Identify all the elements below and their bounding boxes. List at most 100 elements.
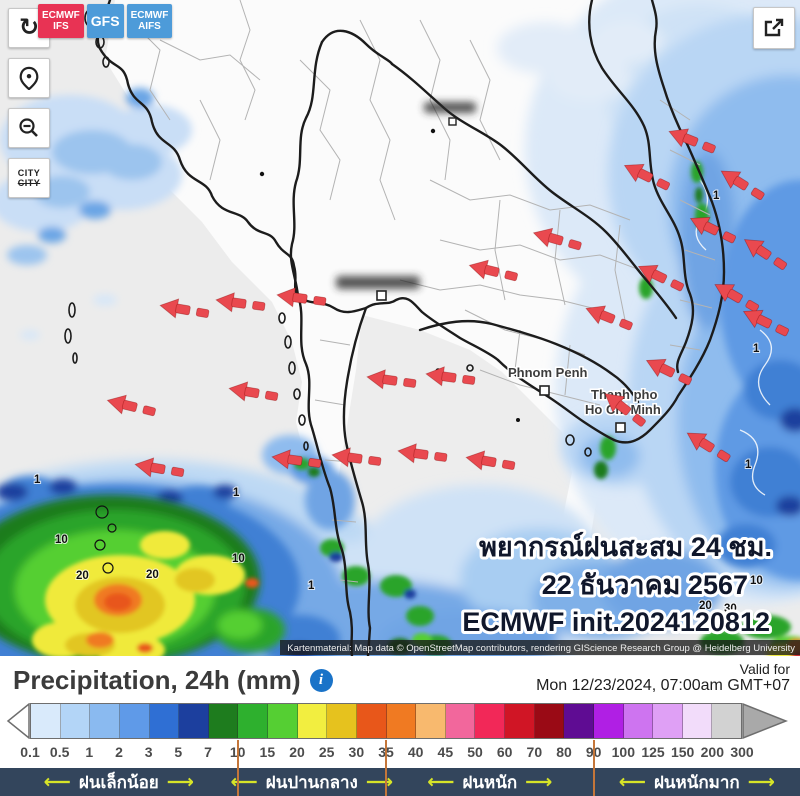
wind-arrow: [686, 432, 731, 463]
left-arrow-icon: ⟵: [230, 771, 258, 793]
scale-value: 5: [174, 744, 183, 760]
rain-category-3: ⟵ ฝนหนัก ⟶: [386, 768, 594, 796]
scale-segment: [653, 704, 683, 738]
city-labels-toggle[interactable]: CITY CITY: [8, 158, 50, 198]
contour-label: 20: [76, 570, 89, 582]
contour-label: 1: [745, 459, 752, 471]
contour-loops: [94, 505, 117, 574]
country-borders: [96, 0, 726, 656]
rain-category-1: ⟵ ฝนเล็กน้อย ⟶: [0, 768, 238, 796]
contour-label: 1: [34, 474, 41, 486]
scale-segments: [30, 703, 742, 739]
weather-map-container: Phnom Penh Thanh pho Ho Chi Minh 1 10 20 20…: [0, 0, 800, 656]
scale-value: 1: [85, 744, 94, 760]
left-arrow-icon: ⟵: [618, 771, 646, 793]
contour-value-labels: 1 10 20 20 1 10 1 1 1 1 10 20 30: [33, 189, 764, 616]
rain-category-label: ฝนปานกลาง: [265, 772, 358, 792]
legend-title-row: Precipitation, 24h (mm) i: [13, 665, 333, 696]
zoom-out-icon: [19, 118, 38, 137]
scale-segment: [623, 704, 654, 738]
scale-segment: [208, 704, 239, 738]
model-selector: ECMWF IFS GFS ECMWF AIFS: [38, 4, 173, 38]
scale-value: 7: [204, 744, 212, 760]
wind-arrow: [425, 366, 476, 387]
contour-label: 1: [233, 487, 240, 499]
scale-segment: [179, 704, 209, 738]
wind-arrow: [645, 358, 693, 386]
category-divider-35: [385, 740, 387, 796]
scale-value: 100: [611, 744, 636, 760]
scale-segment: [327, 704, 357, 738]
valid-for-label: Valid for: [739, 661, 790, 677]
wind-arrow: [106, 394, 156, 417]
annotation-line3: ECMWF init.2024120812: [462, 607, 770, 637]
rain-category-label: ฝนหนัก: [462, 772, 518, 792]
wind-arrow: [714, 284, 760, 313]
scale-segment: [682, 704, 713, 738]
zoom-out-button[interactable]: [8, 108, 50, 148]
scale-segment: [534, 704, 565, 738]
contour-label: 10: [55, 534, 68, 546]
scale-segment: [238, 704, 268, 738]
wind-arrows-layer: [106, 128, 790, 478]
valid-for-datetime: Mon 12/23/2024, 07:00am GMT+07: [536, 677, 790, 694]
model-button-ecmwf-aifs[interactable]: ECMWF AIFS: [126, 4, 173, 38]
wind-arrow: [668, 128, 716, 154]
contour-label: 10: [750, 575, 763, 587]
wind-arrow: [720, 170, 765, 201]
left-arrow-icon: ⟵: [427, 771, 455, 793]
contour-label: 30: [724, 603, 737, 615]
right-arrow-icon: ⟶: [525, 771, 553, 793]
model-button-ecmwf-ifs[interactable]: ECMWF IFS: [38, 4, 84, 38]
rain-category-4: ⟵ ฝนหนักมาก ⟶: [594, 768, 800, 796]
town-dots: [259, 128, 520, 422]
wind-arrow: [366, 369, 417, 390]
wind-arrow: [331, 447, 382, 468]
scale-value: 150: [670, 744, 695, 760]
scale-value: 30: [348, 744, 365, 760]
rain-category-2: ⟵ ฝนปานกลาง ⟶: [231, 768, 394, 796]
wind-arrow: [397, 443, 448, 464]
wind-arrow: [532, 227, 582, 251]
location-pin-icon: [19, 66, 39, 90]
scale-segment: [386, 704, 417, 738]
scale-segment: [445, 704, 476, 738]
map-toolbar: ↻ CITY CITY: [8, 8, 50, 198]
scale-value: 80: [556, 744, 572, 760]
contour-label: 20: [146, 569, 159, 581]
info-icon[interactable]: i: [309, 669, 333, 692]
scale-segment: [416, 704, 446, 738]
wind-arrow: [134, 457, 185, 478]
legend-panel: Precipitation, 24h (mm) i Valid for Mon …: [0, 656, 800, 796]
blurred-city-label: [336, 102, 476, 289]
city-label-hcmc-line1: Thanh pho: [591, 387, 657, 402]
scale-value: 2: [115, 744, 123, 760]
precip-scs-heavy: [715, 180, 800, 580]
scale-segment: [31, 704, 61, 738]
share-button[interactable]: [753, 7, 795, 49]
contour-label: 20: [699, 600, 712, 612]
scale-value: 0.1: [20, 744, 40, 760]
wind-arrow: [276, 287, 327, 308]
scale-segment: [712, 704, 741, 738]
city-label-phnom-penh: Phnom Penh: [508, 365, 588, 380]
refresh-icon: ↻: [18, 14, 40, 41]
rain-category-label: ฝนหนักมาก: [653, 772, 740, 792]
category-divider-90: [592, 740, 595, 796]
wind-arrow: [215, 292, 266, 313]
scale-segment: [505, 704, 535, 738]
valid-for-block: Valid for Mon 12/23/2024, 07:00am GMT+07: [536, 661, 790, 695]
scale-segment: [90, 704, 120, 738]
model-button-gfs[interactable]: GFS: [86, 4, 124, 38]
scale-value: 15: [259, 744, 276, 760]
color-scale: [6, 703, 788, 739]
legend-title: Precipitation, 24h (mm): [13, 665, 301, 695]
contour-label: 1: [753, 343, 760, 355]
share-icon: [764, 18, 784, 37]
scale-segment: [564, 704, 594, 738]
wind-arrow: [159, 298, 210, 319]
locate-button[interactable]: [8, 58, 50, 98]
wind-arrow: [271, 449, 322, 470]
scale-value: 70: [526, 744, 543, 760]
